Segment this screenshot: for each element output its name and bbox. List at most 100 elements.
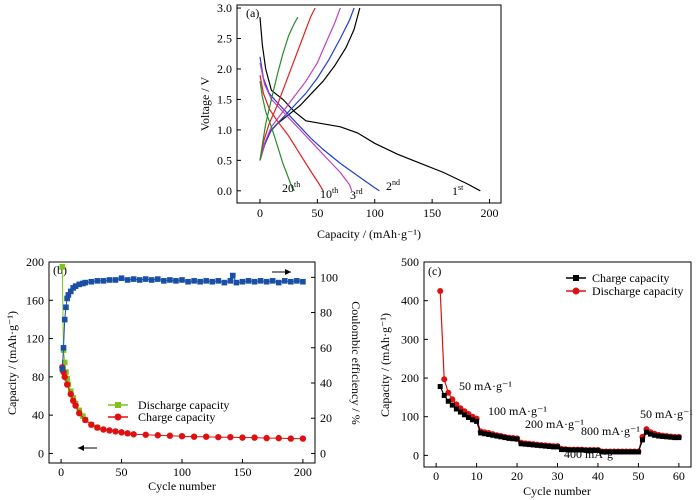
panel-b-point bbox=[227, 433, 234, 441]
panel-b-y-tick-label: 200 bbox=[26, 255, 44, 269]
panel-c-rate-label: 800 mA·g⁻¹ bbox=[581, 424, 640, 438]
panel-c-point bbox=[599, 449, 605, 455]
legend-c-discharge-marker bbox=[572, 287, 580, 295]
panel-b-point bbox=[269, 278, 276, 284]
panel-a-discharge-curve-2 bbox=[259, 56, 380, 192]
panel-a-x-axis-label: Capacity / (mAh·g⁻¹) bbox=[317, 227, 421, 241]
panel-b-point bbox=[82, 416, 89, 424]
panel-c-point bbox=[457, 409, 463, 415]
panel-b-point bbox=[59, 366, 66, 372]
panel-c-point bbox=[563, 447, 569, 453]
panel-a-y-tick-label: 0.5 bbox=[217, 153, 232, 167]
panel-b-y2-tick-label: 80 bbox=[320, 306, 332, 320]
panel-b-point bbox=[63, 304, 69, 311]
panel-b-point bbox=[148, 277, 155, 283]
panel-c-point bbox=[652, 432, 658, 438]
panel-c-point bbox=[534, 442, 540, 448]
panel-a-y-axis-label: Voltage / V bbox=[198, 77, 212, 132]
panel-c-x-tick-label: 10 bbox=[471, 469, 483, 483]
panel-c-y-tick-label: 100 bbox=[401, 410, 419, 424]
panel-c-point bbox=[635, 449, 641, 455]
panel-c-point bbox=[441, 392, 447, 398]
panel-b-y2-tick-label: 100 bbox=[320, 270, 338, 284]
panel-c-point bbox=[470, 417, 476, 423]
panel-a-charge-curve-4 bbox=[259, 7, 316, 161]
panel-b-point bbox=[61, 359, 68, 366]
panel-c-point bbox=[559, 447, 565, 453]
panel-c-point bbox=[482, 431, 488, 437]
panel-b-point bbox=[94, 278, 101, 284]
panel-b-point bbox=[202, 433, 210, 440]
panel-b-point bbox=[229, 272, 236, 279]
panel-c-point bbox=[449, 396, 456, 403]
panel-b-point bbox=[142, 431, 149, 438]
panel-b-y2-tick-label: 0 bbox=[320, 446, 326, 460]
panel-b-series-line bbox=[61, 274, 303, 369]
panel-b-point bbox=[59, 263, 66, 270]
panel-b-point bbox=[118, 429, 125, 436]
panel-c-point bbox=[506, 435, 512, 441]
panel-b-point bbox=[191, 278, 197, 284]
panel-c-point bbox=[672, 435, 678, 441]
panel-a-frame bbox=[236, 4, 502, 204]
panel-c-point bbox=[453, 401, 460, 408]
panel-c-point bbox=[619, 449, 625, 455]
panel-c-point bbox=[538, 443, 544, 449]
panel-a-y-tick-label: 3.0 bbox=[217, 1, 232, 15]
panel-b-point bbox=[215, 433, 222, 441]
legend-c-discharge-label: Discharge capacity bbox=[592, 284, 683, 298]
panel-b-x-tick-label: 100 bbox=[173, 465, 191, 479]
panel-c-legend: Charge capacity Discharge capacity bbox=[566, 271, 683, 298]
panel-c-point bbox=[615, 449, 621, 455]
panel-c-x-axis-label: Cycle number bbox=[523, 484, 591, 498]
panel-c-point bbox=[668, 434, 674, 440]
panel-b-frame bbox=[48, 261, 316, 464]
panel-b-point bbox=[275, 279, 282, 286]
panel-c-point bbox=[611, 449, 617, 455]
panel-c-point bbox=[644, 429, 649, 435]
panel-c-point bbox=[474, 418, 480, 424]
panel-c: (c) 0 10 20 30 40 50 60 0 100 200 300 400 500 50 mA·… bbox=[378, 255, 693, 498]
panel-c-point bbox=[526, 442, 532, 448]
panel-b-y-tick-label: 80 bbox=[32, 370, 44, 384]
panel-a-cycle-label: 20th bbox=[282, 180, 300, 195]
left-axis-arrow-head bbox=[78, 445, 84, 451]
panel-c-point bbox=[603, 449, 609, 455]
panel-b-point bbox=[118, 275, 125, 282]
panel-c-point bbox=[660, 433, 666, 439]
panel-b-point bbox=[124, 277, 131, 283]
panel-b-point bbox=[300, 278, 306, 285]
panel-c-point bbox=[595, 447, 601, 453]
panel-a-y-tick-label: 0.0 bbox=[217, 184, 232, 198]
panel-b-point bbox=[263, 434, 270, 442]
panel-b-point bbox=[245, 278, 252, 284]
panel-c-rate-label: 50 mA·g⁻¹ bbox=[640, 407, 693, 421]
panel-b-point bbox=[112, 428, 119, 435]
panel-b-point bbox=[64, 295, 70, 302]
panel-b-point bbox=[215, 278, 222, 284]
panel-c-y-tick-label: 0 bbox=[413, 448, 419, 462]
panel-a-cycle-label: 10th bbox=[320, 186, 338, 201]
panel-c-point bbox=[478, 430, 484, 436]
panel-b-point bbox=[88, 278, 95, 285]
panel-a-discharge-curve-1 bbox=[259, 17, 481, 192]
panel-a-charge-curve-2 bbox=[259, 7, 355, 161]
panel-b-point bbox=[221, 279, 228, 286]
panel-b-point bbox=[72, 283, 79, 289]
panel-b-point bbox=[251, 278, 258, 285]
panel-b-point bbox=[161, 278, 167, 284]
panel-c-point bbox=[579, 447, 585, 453]
panel-b-y2-tick-label: 40 bbox=[320, 376, 332, 390]
panel-c-point bbox=[664, 434, 670, 440]
panel-c-point bbox=[453, 406, 459, 412]
legend-charge-label: Charge capacity bbox=[138, 410, 215, 424]
panel-c-point bbox=[449, 402, 455, 408]
panel-b-y2-axis-label: Coulombic efficiency / % bbox=[349, 301, 363, 424]
panel-b-point bbox=[69, 397, 77, 404]
panel-c-y-tick-label: 500 bbox=[401, 255, 419, 269]
legend-c-charge-marker bbox=[573, 275, 579, 281]
panel-b-point bbox=[61, 316, 68, 323]
panel-a-charge-curve-3 bbox=[259, 7, 341, 161]
panel-b-point bbox=[67, 288, 74, 295]
panel-b-y-tick-label: 120 bbox=[26, 332, 44, 346]
